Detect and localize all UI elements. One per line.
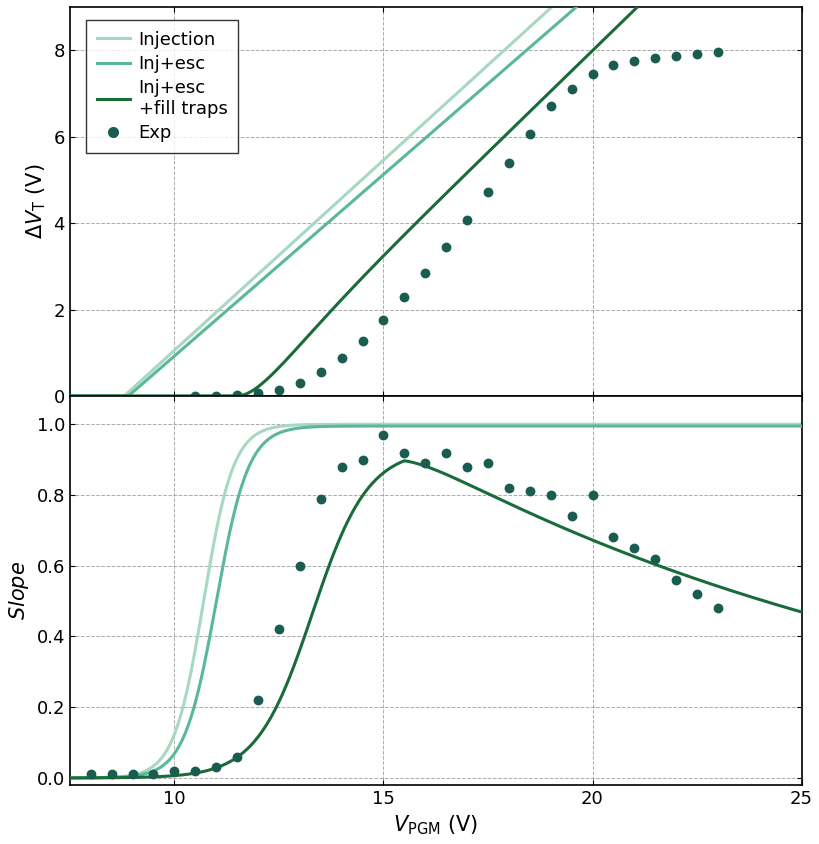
Point	[168, 764, 181, 777]
Point	[586, 68, 599, 81]
Point	[272, 383, 285, 397]
Point	[460, 460, 473, 473]
Point	[126, 768, 139, 782]
Point	[314, 365, 327, 379]
Point	[564, 83, 577, 96]
Point	[335, 460, 348, 473]
Point	[523, 484, 536, 498]
Point	[669, 49, 682, 62]
X-axis label: $V_\mathrm{PGM}$ (V): $V_\mathrm{PGM}$ (V)	[392, 814, 477, 837]
Point	[690, 47, 703, 61]
Point	[230, 750, 243, 764]
Point	[272, 623, 285, 636]
Point	[648, 51, 661, 65]
Point	[439, 240, 452, 253]
Point	[210, 760, 223, 774]
Point	[230, 388, 243, 402]
Point	[377, 314, 390, 327]
Point	[460, 213, 473, 226]
Point	[586, 489, 599, 502]
Y-axis label: $\mathit{Slope}$: $\mathit{Slope}$	[7, 561, 31, 620]
Point	[293, 376, 306, 390]
Point	[544, 489, 557, 502]
Point	[251, 694, 265, 707]
Point	[606, 531, 619, 544]
Point	[606, 58, 619, 72]
Point	[502, 157, 515, 170]
Point	[544, 100, 557, 113]
Point	[335, 351, 348, 365]
Point	[293, 559, 306, 572]
Point	[523, 127, 536, 141]
Point	[397, 290, 410, 304]
Legend: Injection, Inj+esc, Inj+esc
+fill traps, Exp: Injection, Inj+esc, Inj+esc +fill traps,…	[86, 20, 238, 154]
Point	[188, 389, 201, 403]
Point	[147, 768, 160, 782]
Point	[690, 587, 703, 601]
Point	[481, 457, 494, 470]
Point	[481, 185, 494, 198]
Point	[711, 46, 724, 59]
Point	[711, 602, 724, 615]
Point	[355, 334, 369, 348]
Point	[502, 481, 515, 495]
Point	[669, 573, 682, 587]
Point	[627, 541, 640, 555]
Point	[397, 446, 410, 459]
Point	[314, 492, 327, 506]
Point	[84, 768, 97, 782]
Point	[188, 764, 201, 777]
Point	[419, 457, 432, 470]
Point	[627, 54, 640, 68]
Point	[564, 510, 577, 523]
Point	[419, 266, 432, 279]
Point	[648, 552, 661, 565]
Point	[439, 446, 452, 459]
Point	[105, 768, 118, 782]
Point	[210, 389, 223, 403]
Point	[251, 387, 265, 400]
Point	[355, 453, 369, 467]
Y-axis label: $\Delta V_\mathrm{T}$ (V): $\Delta V_\mathrm{T}$ (V)	[25, 164, 48, 239]
Point	[377, 428, 390, 441]
